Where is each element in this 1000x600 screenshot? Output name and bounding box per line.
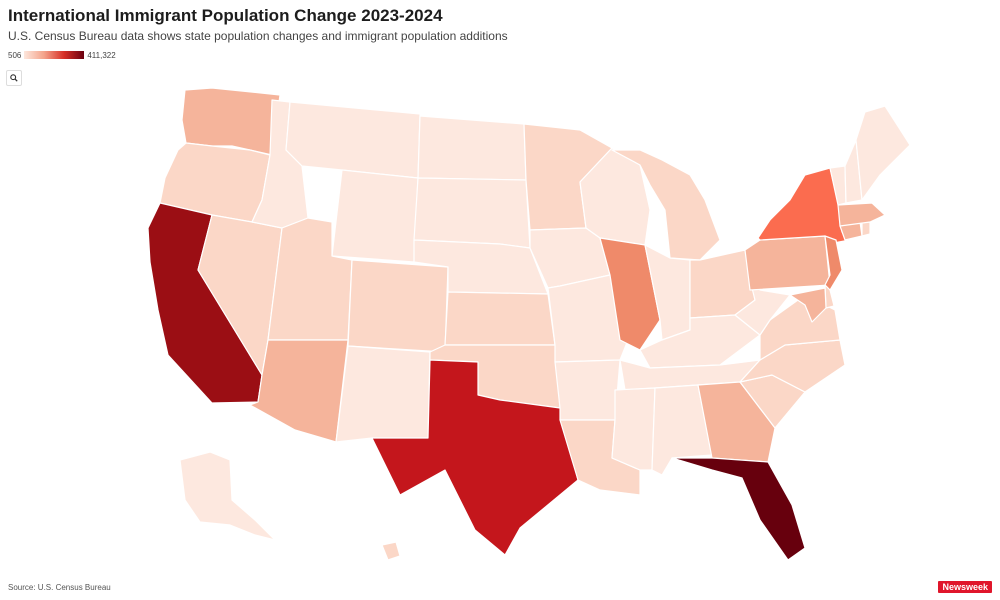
state-MO[interactable]	[547, 274, 633, 363]
state-TX[interactable]	[371, 359, 579, 556]
state-SD[interactable]	[413, 177, 531, 249]
state-CO[interactable]	[347, 259, 449, 353]
state-PA[interactable]	[744, 235, 831, 291]
color-legend: 506 411,322	[8, 49, 116, 61]
brand-logo: Newsweek	[938, 581, 992, 593]
state-MS[interactable]	[611, 387, 656, 471]
state-AK[interactable]	[179, 451, 276, 541]
state-WA[interactable]	[181, 87, 281, 156]
legend-min-label: 506	[8, 50, 22, 60]
state-WY[interactable]	[331, 169, 419, 263]
state-MT[interactable]	[285, 101, 421, 179]
state-AZ[interactable]	[249, 339, 349, 443]
legend-gradient-bar	[24, 51, 85, 59]
state-KS[interactable]	[444, 291, 556, 346]
state-FL[interactable]	[671, 457, 806, 561]
state-MD[interactable]	[789, 287, 827, 323]
state-MA[interactable]	[837, 202, 886, 227]
state-RI[interactable]	[861, 221, 871, 237]
state-MI[interactable]	[611, 149, 721, 261]
state-AR[interactable]	[554, 359, 621, 421]
state-HI[interactable]	[381, 541, 401, 561]
search-icon	[10, 74, 18, 82]
state-ME[interactable]	[855, 105, 911, 201]
state-ND[interactable]	[417, 115, 527, 181]
chart-title: International Immigrant Population Chang…	[8, 6, 443, 25]
zoom-button[interactable]	[6, 70, 22, 86]
state-GA[interactable]	[697, 381, 776, 463]
legend-max-label: 411,322	[87, 50, 116, 60]
state-NM[interactable]	[335, 345, 431, 443]
state-WV[interactable]	[734, 279, 791, 336]
chart-subtitle: U.S. Census Bureau data shows state popu…	[8, 29, 508, 43]
source-note: Source: U.S. Census Bureau	[8, 583, 111, 592]
